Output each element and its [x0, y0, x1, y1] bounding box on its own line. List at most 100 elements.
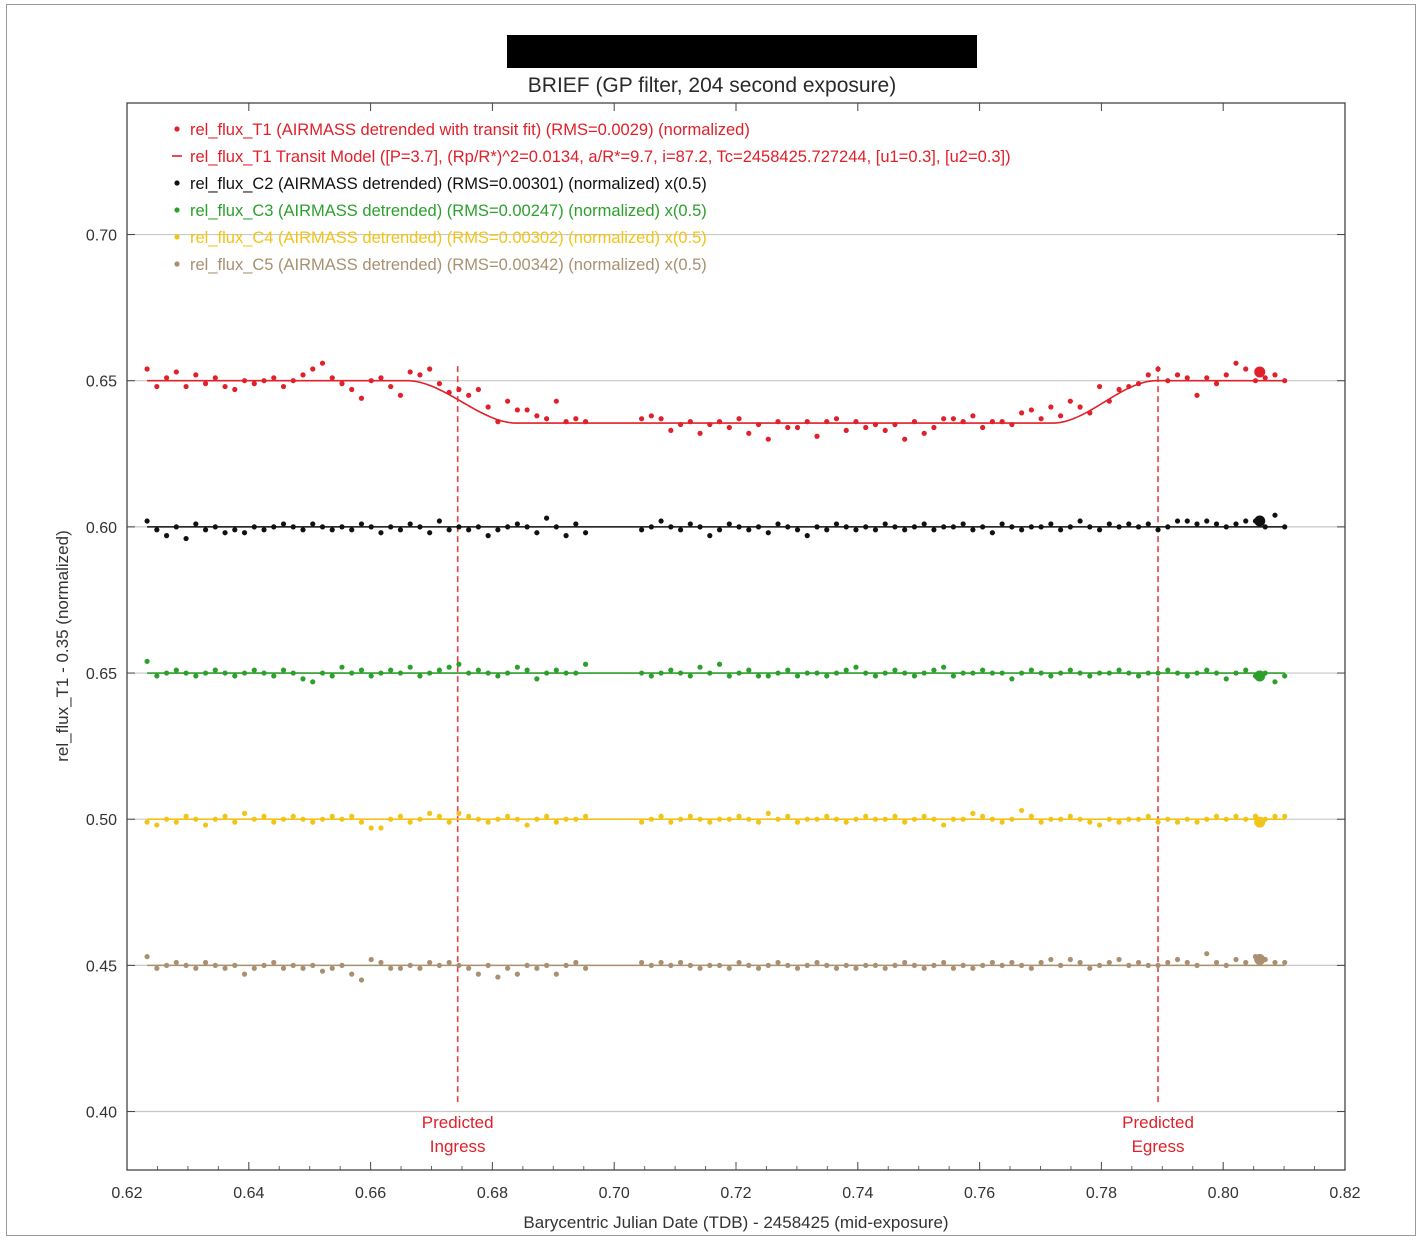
- data-point: [417, 816, 423, 822]
- x-tick-label: 0.62: [111, 1185, 142, 1202]
- data-point: [970, 413, 976, 419]
- data-point: [163, 375, 170, 381]
- data-point: [173, 959, 179, 966]
- data-point: [687, 419, 693, 425]
- data-point: [1067, 398, 1073, 404]
- data-point: [407, 369, 413, 375]
- data-point: [785, 962, 791, 968]
- data-point: [319, 524, 326, 530]
- data-point: [755, 965, 762, 971]
- data-point: [687, 521, 693, 527]
- data-point: [843, 962, 849, 968]
- data-point: [1096, 670, 1103, 676]
- data-point: [1106, 398, 1112, 404]
- data-point: [1096, 383, 1103, 390]
- data-point: [1223, 372, 1229, 378]
- legend-marker: [174, 207, 180, 213]
- data-point: [687, 962, 693, 968]
- data-point: [824, 419, 830, 425]
- data-point: [814, 816, 820, 822]
- data-point: [833, 965, 840, 971]
- data-point: [310, 366, 316, 372]
- data-point: [1243, 518, 1249, 524]
- data-point: [183, 670, 189, 676]
- data-point: [1233, 956, 1239, 963]
- data-point: [1145, 372, 1151, 378]
- data-point: [368, 378, 374, 384]
- data-point: [163, 670, 170, 676]
- data-point: [485, 404, 491, 410]
- data-point: [417, 965, 423, 971]
- data-point: [475, 667, 481, 673]
- data-point: [534, 965, 540, 971]
- data-point: [524, 667, 530, 673]
- data-point: [960, 816, 966, 822]
- legend-marker: [174, 180, 180, 186]
- data-point: [970, 810, 976, 816]
- data-point: [960, 521, 966, 527]
- data-point: [427, 530, 433, 536]
- data-point: [193, 673, 199, 679]
- data-point: [495, 419, 501, 425]
- data-point: [183, 535, 189, 542]
- data-point: [524, 822, 530, 828]
- data-point: [999, 962, 1005, 968]
- data-point: [436, 518, 443, 524]
- data-point: [941, 822, 947, 828]
- data-point: [970, 670, 976, 676]
- highlight-point: [1254, 954, 1266, 966]
- data-point: [726, 673, 732, 679]
- data-point: [833, 416, 840, 422]
- data-point: [280, 383, 287, 390]
- data-point: [261, 670, 267, 676]
- data-point: [960, 962, 966, 968]
- data-point: [989, 419, 995, 425]
- data-point: [872, 673, 879, 679]
- x-tick-label: 0.74: [842, 1185, 873, 1202]
- data-point: [280, 521, 287, 527]
- data-point: [1135, 816, 1142, 822]
- data-point: [882, 427, 888, 434]
- data-point: [466, 670, 472, 676]
- data-point: [853, 664, 859, 670]
- data-point: [1019, 962, 1025, 968]
- data-point: [921, 521, 927, 527]
- data-point: [1282, 959, 1288, 966]
- data-point: [544, 813, 550, 819]
- data-point: [1126, 816, 1132, 822]
- data-point: [687, 673, 693, 679]
- data-point: [582, 530, 589, 536]
- data-point: [329, 813, 335, 819]
- data-point: [931, 962, 937, 968]
- data-point: [339, 962, 345, 968]
- data-point: [1252, 378, 1259, 384]
- data-point: [339, 381, 345, 387]
- data-point: [534, 413, 540, 419]
- data-point: [466, 392, 472, 398]
- data-point: [300, 965, 306, 971]
- data-point: [241, 810, 248, 816]
- data-point: [941, 416, 947, 422]
- data-point: [639, 416, 645, 422]
- data-point: [563, 533, 569, 539]
- data-point: [212, 816, 218, 822]
- data-point: [1272, 679, 1278, 685]
- data-point: [163, 533, 170, 539]
- data-point: [183, 383, 189, 390]
- data-point: [300, 372, 306, 378]
- data-point: [1019, 527, 1025, 533]
- data-point: [960, 419, 966, 425]
- data-point: [1272, 959, 1278, 966]
- data-point: [716, 816, 723, 822]
- data-point: [154, 822, 160, 828]
- data-point: [232, 386, 238, 393]
- data-point: [446, 527, 452, 533]
- data-point: [1184, 959, 1190, 966]
- data-point: [775, 959, 781, 966]
- data-point: [921, 965, 927, 971]
- data-point: [1165, 378, 1171, 384]
- data-point: [144, 518, 150, 524]
- data-point: [824, 527, 830, 533]
- data-point: [212, 667, 218, 673]
- legend-entry: rel_flux_C5 (AIRMASS detrended) (RMS=0.0…: [190, 256, 707, 274]
